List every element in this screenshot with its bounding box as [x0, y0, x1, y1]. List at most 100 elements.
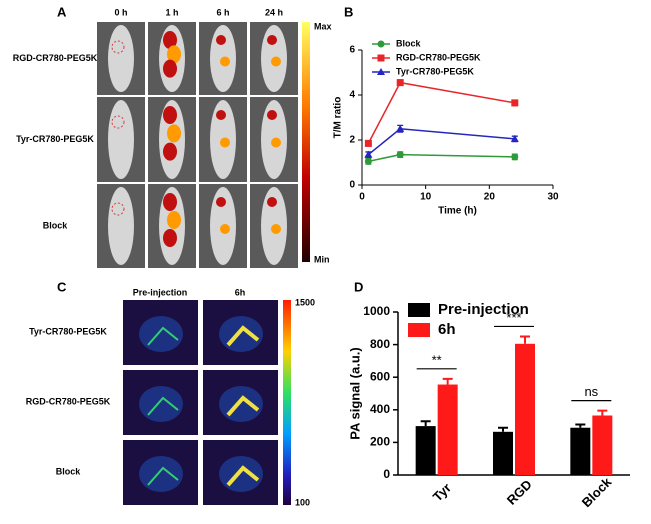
panel-label: B: [344, 4, 353, 19]
signal: [163, 193, 177, 211]
y-tick-label: 0: [349, 180, 355, 191]
colorbar-label: 100: [295, 497, 310, 507]
signal: [267, 110, 277, 120]
row-label: RGD-CR780-PEG5K: [26, 396, 111, 406]
y-tick-label: 800: [370, 337, 390, 351]
significance: **: [432, 352, 442, 367]
line: [367, 81, 515, 144]
row-label: Tyr-CR780-PEG5K: [16, 134, 94, 144]
signal: [216, 197, 226, 207]
signal: [147, 396, 179, 416]
legend-label: Pre-injection: [438, 301, 529, 318]
error-bar: [420, 420, 431, 427]
mouse: [108, 100, 134, 179]
signal: [271, 224, 281, 234]
bar: [437, 384, 458, 475]
row-label: Block: [43, 220, 69, 230]
marker: [511, 153, 519, 161]
y-tick-label: 400: [370, 402, 390, 416]
legend-label: 6h: [438, 321, 456, 338]
legend-swatch: [408, 303, 430, 317]
bar: [515, 343, 535, 475]
marker: [364, 150, 373, 158]
y-tick-label: 6: [349, 45, 355, 56]
marker: [364, 157, 372, 165]
panel-label: D: [354, 279, 363, 294]
y-tick-label: 200: [370, 435, 390, 449]
signal: [167, 45, 181, 64]
signal: [220, 137, 230, 148]
colorbar-label: Min: [314, 254, 330, 264]
y-axis-label: PA signal (a.u.): [347, 347, 362, 439]
signal: [163, 31, 177, 49]
error-bar: [520, 335, 530, 344]
column-header: 6 h: [216, 7, 229, 17]
legend-label: RGD-CR780-PEG5K: [396, 52, 481, 62]
bar: [493, 431, 513, 475]
row-label: Tyr-CR780-PEG5K: [29, 326, 107, 336]
legend-marker: [377, 54, 385, 62]
marker: [364, 139, 372, 147]
row-label: RGD-CR780-PEG5K: [13, 53, 98, 63]
legend-marker: [377, 40, 385, 48]
x-tick-label: RGD: [504, 477, 535, 508]
x-tick-label: Block: [579, 474, 615, 510]
legend-label: Tyr-CR780-PEG5K: [396, 66, 474, 76]
colorbar-label: 1500: [295, 297, 315, 307]
line: [367, 127, 515, 156]
signal: [226, 465, 260, 487]
signal: [147, 326, 179, 346]
signal: [147, 466, 179, 486]
signal: [219, 456, 263, 492]
significance: ns: [584, 384, 598, 399]
signal: [271, 137, 281, 148]
signal: [216, 110, 226, 120]
mouse: [108, 25, 134, 92]
bar: [570, 427, 591, 475]
bar: [592, 415, 613, 475]
significance: ***: [506, 310, 521, 325]
signal: [139, 316, 183, 352]
signal: [163, 59, 177, 78]
column-header: 1 h: [165, 7, 178, 17]
marker: [396, 151, 404, 159]
error-bar: [498, 426, 508, 432]
signal: [267, 197, 277, 207]
column-header: 24 h: [265, 7, 283, 17]
line: [368, 153, 515, 163]
column-header: 0 h: [114, 7, 127, 17]
roi: [111, 202, 125, 216]
y-tick-label: 1000: [363, 304, 390, 318]
signal: [226, 325, 260, 347]
signal: [220, 56, 230, 67]
panel-label: C: [57, 279, 67, 294]
marker: [511, 99, 519, 107]
y-tick-label: 2: [349, 135, 355, 146]
signal: [163, 229, 177, 247]
signal: [267, 35, 277, 45]
x-tick-label: 20: [484, 192, 496, 203]
column-header: 6h: [235, 287, 246, 297]
row-label: Block: [56, 466, 82, 476]
x-tick-label: 0: [359, 192, 365, 203]
error-bar: [575, 423, 586, 428]
signal: [167, 211, 181, 229]
signal: [139, 456, 183, 492]
x-tick-label: Tyr: [430, 480, 454, 504]
signal: [226, 395, 260, 417]
mouse: [108, 187, 134, 265]
y-axis-label: T/M ratio: [333, 97, 344, 139]
x-tick-label: 10: [420, 192, 432, 203]
error-bar: [597, 409, 608, 416]
bar: [415, 426, 436, 475]
legend-label: Block: [396, 38, 422, 48]
roi: [111, 115, 125, 129]
signal: [163, 142, 177, 161]
signal: [216, 35, 226, 45]
column-header: Pre-injection: [133, 287, 188, 297]
signal: [271, 56, 281, 67]
colorbar: [302, 22, 310, 262]
panel-label: A: [57, 4, 67, 19]
signal: [220, 224, 230, 234]
